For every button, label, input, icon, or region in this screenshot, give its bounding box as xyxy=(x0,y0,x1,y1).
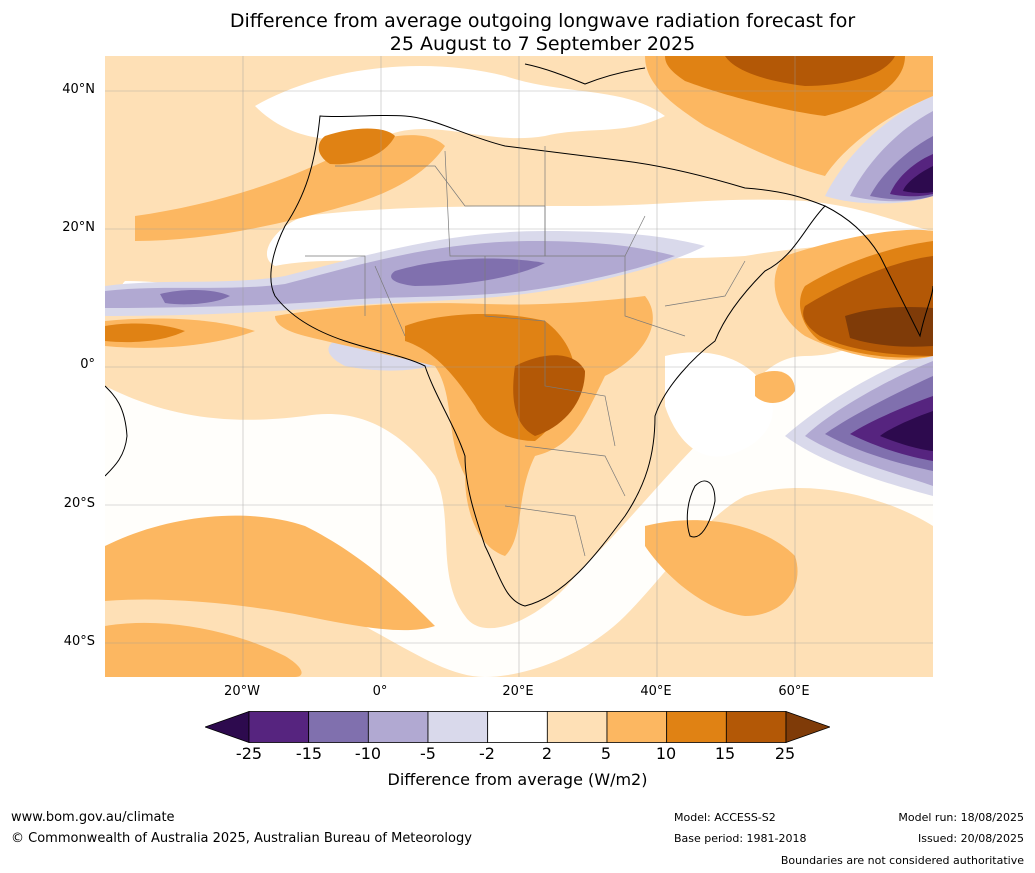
colorbar-segment xyxy=(546,711,608,743)
colorbar-segment xyxy=(367,711,429,743)
country-borders xyxy=(305,146,746,557)
model-run-text: Model run: 18/08/2025 xyxy=(898,811,1024,824)
colorbar-tick: -5 xyxy=(420,744,436,763)
extreme-negative-anomaly xyxy=(880,166,933,451)
colorbar-extend-low xyxy=(205,711,250,743)
colorbar-segment xyxy=(666,711,727,743)
map-canvas xyxy=(105,56,933,677)
title-line-1: Difference from average outgoing longwav… xyxy=(229,10,856,32)
colorbar-segment xyxy=(487,711,548,743)
colorbar-segment xyxy=(606,711,668,743)
copyright-text: © Commonwealth of Australia 2025, Austra… xyxy=(11,831,472,846)
colorbar-segment xyxy=(248,711,310,743)
colorbar-label: Difference from average (W/m2) xyxy=(387,770,648,789)
title-line-2: 25 August to 7 September 2025 xyxy=(389,33,696,55)
colorbar-tick: 2 xyxy=(541,744,553,763)
colorbar-tick: 15 xyxy=(714,744,736,763)
lat-label-40s: 40°S xyxy=(63,634,95,649)
lon-label-20w: 20°W xyxy=(224,684,260,699)
lat-label-0: 0° xyxy=(80,357,95,372)
lon-label-20e: 20°E xyxy=(502,684,534,699)
colorbar-segment xyxy=(427,711,489,743)
colorbar-tick: -10 xyxy=(354,744,382,763)
colorbar xyxy=(205,711,830,743)
graticule xyxy=(105,56,933,677)
colorbar-segment xyxy=(308,711,369,743)
model-text: Model: ACCESS-S2 xyxy=(674,811,776,824)
boundaries-disclaimer: Boundaries are not considered authoritat… xyxy=(780,854,1024,867)
colorbar-tick: 25 xyxy=(774,744,796,763)
colorbar-extend-high xyxy=(785,711,830,743)
base-period-text: Base period: 1981-2018 xyxy=(674,832,807,845)
colorbar-tick: 10 xyxy=(655,744,677,763)
map-title: Difference from average outgoing longwav… xyxy=(0,10,1035,56)
lat-label-20n: 20°N xyxy=(62,220,95,235)
website-link[interactable]: www.bom.gov.au/climate xyxy=(11,810,175,825)
colorbar-tick: 5 xyxy=(600,744,612,763)
colorbar-segment xyxy=(725,711,787,743)
issued-text: Issued: 20/08/2025 xyxy=(917,832,1024,845)
lat-label-40n: 40°N xyxy=(62,82,95,97)
very-strong-positive-anomaly xyxy=(513,56,933,436)
anomaly-map xyxy=(104,55,934,678)
lon-label-60e: 60°E xyxy=(778,684,810,699)
lon-label-0: 0° xyxy=(372,684,388,699)
colorbar-tick: -25 xyxy=(235,744,263,763)
colorbar-tick: -15 xyxy=(295,744,323,763)
lat-label-20s: 20°S xyxy=(63,496,95,511)
coastlines xyxy=(105,63,933,607)
colorbar-tick: -2 xyxy=(479,744,495,763)
lon-label-40e: 40°E xyxy=(640,684,672,699)
